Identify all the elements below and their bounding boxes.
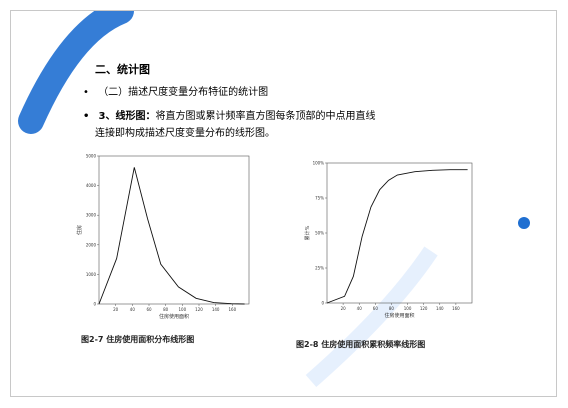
x-tick-label: 120 [420,306,428,311]
x-axis-label: 住房使用面积 [384,312,414,319]
bullet-2-text: 将直方图或累计频率直方图每条顶部的中点用直线 [155,111,375,122]
x-tick-label: 100 [179,307,187,312]
y-tick-label: 5000 [86,154,97,159]
series-line [99,167,245,304]
bullet-2-continuation: 连接即构成描述尺度变量分布的线形图。 [95,124,275,139]
series-line [327,170,468,303]
x-tick-label: 80 [389,306,395,311]
x-tick-label: 140 [436,306,444,311]
chart-1-caption: 图2-7 住房使用面积分布线形图 [81,334,194,345]
x-tick-label: 100 [404,306,412,311]
cumulative-line-chart: 0 25% 50% 75% 100% 20 40 60 80 100 120 140 160 住房使用面积… [291,153,481,323]
bullet-2: • 3、线形图：将直方图或累计频率直方图每条顶部的中点用直线 [83,107,375,122]
y-tick-label: 4000 [86,183,97,188]
x-tick-label: 120 [195,307,203,312]
x-tick-label: 20 [341,306,347,311]
slide: 二、统计图 • （二）描述尺度变量分布特征的统计图 • 3、线形图：将直方图或累… [10,10,557,397]
y-tick-label: 25% [315,266,324,271]
y-axis-label: 住房 [76,225,83,235]
y-tick-label: 1000 [86,272,97,277]
x-tick-label: 140 [212,307,220,312]
bullet-marker: • [83,87,95,98]
x-axis-label: 住房使用面积 [159,313,189,320]
bullet-1-text: （二）描述尺度变量分布特征的统计图 [98,87,268,98]
y-tick-label: 75% [315,196,324,201]
x-tick-label: 80 [163,307,169,312]
y-axis-label: 累计% [304,225,311,240]
x-tick-label: 60 [146,307,152,312]
y-tick-label: 3000 [86,213,97,218]
x-tick-label: 60 [373,306,379,311]
x-tick-label: 160 [229,307,237,312]
y-tick-label: 2000 [86,242,97,247]
bullet-2-highlight: 3、线形图： [98,111,155,122]
y-tick-label: 100% [313,161,325,166]
bullet-1: • （二）描述尺度变量分布特征的统计图 [83,83,268,98]
frequency-line-chart: 0 1000 2000 3000 4000 5000 20 40 60 80 100 120 140 16… [61,144,261,324]
section-heading: 二、统计图 [95,61,150,77]
x-tick-label: 40 [357,306,363,311]
x-tick-label: 160 [452,306,460,311]
chart-2-caption: 图2-8 住房使用面积累积频率线形图 [296,339,425,350]
y-tick-label: 50% [315,231,324,236]
y-tick-label: 0 [93,302,96,307]
x-tick-label: 40 [130,307,136,312]
x-tick-label: 20 [113,307,119,312]
bullet-marker: • [83,111,95,122]
plot-frame [327,163,472,303]
y-tick-label: 0 [321,301,324,306]
